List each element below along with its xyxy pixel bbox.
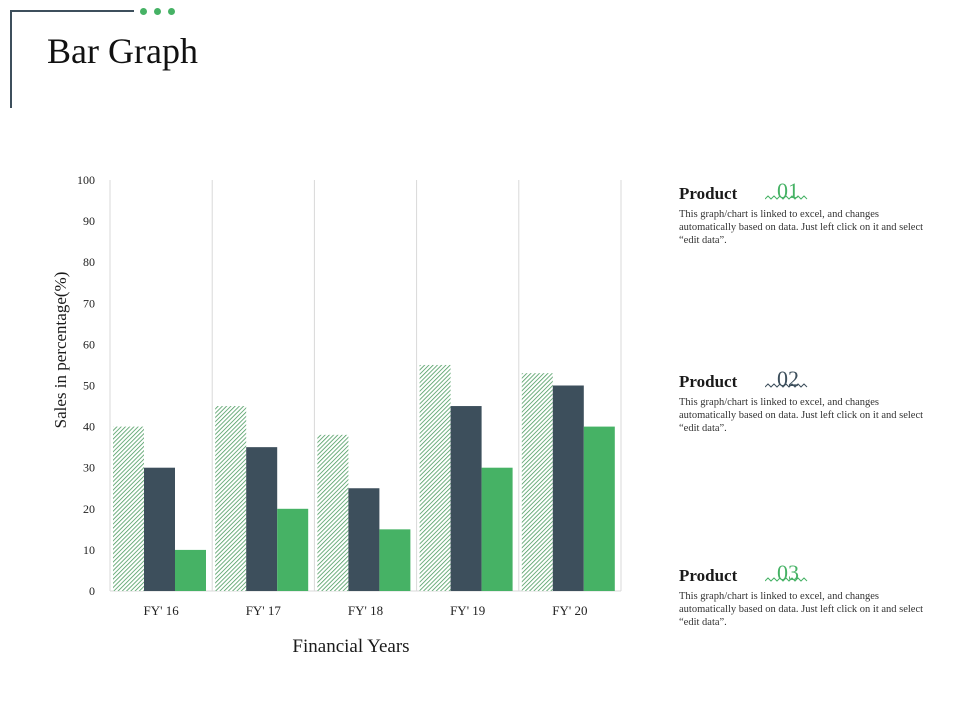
bar	[215, 406, 247, 591]
squiggle-icon	[765, 195, 808, 200]
product-panel-2: Product 02 This graph/chart is linked to…	[679, 366, 929, 435]
y-tick-label: 20	[83, 502, 95, 516]
page-title: Bar Graph	[47, 31, 198, 71]
squiggle-icon	[765, 383, 808, 388]
x-tick-label: FY' 20	[552, 603, 587, 618]
bar	[144, 467, 175, 591]
decor-dot	[168, 8, 175, 15]
y-tick-label: 80	[83, 255, 95, 269]
bar	[379, 529, 411, 591]
x-tick-label: FY' 16	[143, 603, 179, 618]
y-tick-label: 40	[83, 420, 95, 434]
y-tick-label: 70	[83, 296, 95, 310]
product-number: 02	[777, 366, 799, 391]
bar	[277, 508, 309, 591]
frame-left-line	[10, 10, 12, 108]
product-label: Product	[679, 184, 738, 203]
product-description: This graph/chart is linked to excel, and…	[679, 209, 924, 246]
x-tick-label: FY' 19	[450, 603, 485, 618]
product-panel-1: Product 01 This graph/chart is linked to…	[679, 178, 929, 247]
y-tick-label: 50	[83, 379, 95, 393]
product-description: This graph/chart is linked to excel, and…	[679, 591, 924, 628]
product-number: 03	[777, 560, 799, 585]
product-panel-3: Product 03 This graph/chart is linked to…	[679, 560, 929, 629]
y-tick-label: 10	[83, 543, 95, 557]
bar	[175, 549, 206, 591]
product-label: Product	[679, 372, 738, 391]
x-tick-label: FY' 18	[348, 603, 383, 618]
bar	[481, 467, 513, 591]
bar	[246, 447, 278, 591]
bar	[113, 426, 144, 591]
frame-top-line	[10, 10, 134, 12]
y-tick-label: 90	[83, 214, 95, 228]
y-axis-title: Sales in percentage(%)	[51, 272, 70, 429]
x-axis-title: Financial Years	[292, 636, 409, 657]
product-number: 01	[777, 178, 799, 203]
product-description: This graph/chart is linked to excel, and…	[679, 397, 924, 434]
bar	[521, 373, 553, 591]
decor-dot	[140, 8, 147, 15]
bar	[348, 488, 380, 591]
y-tick-label: 30	[83, 461, 95, 475]
x-tick-label: FY' 17	[246, 603, 282, 618]
y-tick-label: 100	[77, 173, 95, 187]
bar	[317, 434, 349, 591]
bar	[583, 426, 615, 591]
bar	[450, 406, 482, 591]
bar	[552, 385, 584, 591]
bar	[419, 364, 451, 591]
squiggle-icon	[765, 577, 808, 582]
decor-dot	[154, 8, 161, 15]
y-tick-label: 60	[83, 337, 95, 351]
y-tick-label: 0	[89, 584, 95, 598]
product-label: Product	[679, 566, 738, 585]
